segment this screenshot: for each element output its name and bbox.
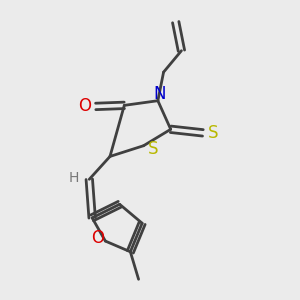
Text: H: H: [69, 171, 80, 185]
Text: S: S: [208, 124, 218, 142]
Text: S: S: [148, 140, 159, 158]
Text: O: O: [79, 98, 92, 116]
Text: N: N: [153, 85, 166, 103]
Text: O: O: [91, 229, 104, 247]
